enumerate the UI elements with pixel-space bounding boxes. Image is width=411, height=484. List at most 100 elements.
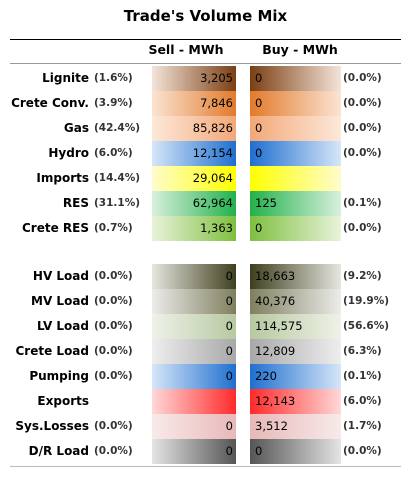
sell-percent: (42.4%) [94,122,141,134]
buy-value-cell: 12,143 [250,389,341,414]
row-label: Lignite [42,71,89,85]
buy-value-cell: 220 [250,364,341,389]
sell-percent: (3.9%) [94,97,133,109]
sell-percent: (31.1%) [94,197,141,209]
buy-percent: (6.0%) [343,395,382,407]
buy-percent: (0.0%) [343,445,382,457]
table-row: Hydro (6.0%) 12,154 0 (0.0%) [0,141,411,166]
sell-value-cell: 0 [152,339,236,364]
buy-value-cell: 0 [250,91,341,116]
sell-value-cell: 0 [152,314,236,339]
buy-value-cell: 3,512 [250,414,341,439]
buy-value-cell: 18,663 [250,264,341,289]
sell-value-cell: 0 [152,289,236,314]
cell-divider [249,314,250,339]
table-row: Imports (14.4%) 29,064 [0,166,411,191]
table-row: RES (31.1%) 62,964 125 (0.1%) [0,191,411,216]
row-label: Sys.Losses [15,419,89,433]
cell-divider [249,91,250,116]
buy-percent: (19.9%) [343,295,390,307]
row-label: Imports [36,171,89,185]
cell-divider [249,389,250,414]
table-row: Crete Load (0.0%) 0 12,809 (6.3%) [0,339,411,364]
table-row: Lignite (1.6%) 3,205 0 (0.0%) [0,66,411,91]
sell-value-cell: 1,363 [152,216,236,241]
cell-divider [249,66,250,91]
sell-percent: (0.0%) [94,320,133,332]
buy-percent: (0.1%) [343,370,382,382]
sell-percent: (0.0%) [94,270,133,282]
buy-value-cell: 0 [250,439,341,464]
sell-value-cell: 12,154 [152,141,236,166]
row-label: Hydro [48,146,89,160]
sell-value-cell: 29,064 [152,166,236,191]
sell-percent: (0.0%) [94,370,133,382]
buy-percent: (0.0%) [343,97,382,109]
buy-percent: (56.6%) [343,320,390,332]
buy-value-cell: 0 [250,141,341,166]
sell-value-cell: 3,205 [152,66,236,91]
sell-percent: (14.4%) [94,172,141,184]
sell-value-cell: 62,964 [152,191,236,216]
sell-value-cell: 0 [152,439,236,464]
row-label: Crete Conv. [11,96,89,110]
table-row: Gas (42.4%) 85,826 0 (0.0%) [0,116,411,141]
buy-percent: (6.3%) [343,345,382,357]
cell-divider [249,414,250,439]
cell-divider [249,289,250,314]
row-label: Crete Load [15,344,90,358]
sell-percent: (0.7%) [94,222,133,234]
buy-column-header: Buy - MWh [262,42,338,57]
buy-percent: (0.0%) [343,147,382,159]
row-label: Gas [63,121,89,135]
buy-value-cell: 0 [250,116,341,141]
chart-title: Trade's Volume Mix [123,7,288,25]
table-row: LV Load (0.0%) 0 114,575 (56.6%) [0,314,411,339]
row-label: Exports [37,394,89,408]
buy-percent: (0.0%) [343,122,382,134]
title-divider [10,39,401,40]
header-divider [10,63,401,64]
buy-value-cell: 114,575 [250,314,341,339]
row-label: Crete RES [22,221,89,235]
sell-percent: (0.0%) [94,345,133,357]
table-row: Exports 12,143 (6.0%) [0,389,411,414]
bottom-divider [10,466,401,467]
table-row: D/R Load (0.0%) 0 0 (0.0%) [0,439,411,464]
sell-value-cell: 85,826 [152,116,236,141]
buy-value-cell: 0 [250,66,341,91]
sell-percent: (6.0%) [94,147,133,159]
sell-percent: (0.0%) [94,420,133,432]
table-row: Crete RES (0.7%) 1,363 0 (0.0%) [0,216,411,241]
table-row: MV Load (0.0%) 0 40,376 (19.9%) [0,289,411,314]
sell-percent: (0.0%) [94,445,133,457]
sell-value-cell: 0 [152,364,236,389]
row-label: HV Load [32,269,89,283]
buy-value-cell [250,166,341,191]
row-label: MV Load [31,294,89,308]
buy-percent: (1.7%) [343,420,382,432]
cell-divider [249,364,250,389]
cell-divider [249,216,250,241]
cell-divider [249,339,250,364]
row-label: Pumping [29,369,89,383]
buy-percent: (0.0%) [343,72,382,84]
row-label: RES [62,196,89,210]
row-label: LV Load [36,319,89,333]
cell-divider [249,166,250,191]
sell-value-cell [152,389,236,414]
buy-value-cell: 0 [250,216,341,241]
buy-percent: (9.2%) [343,270,382,282]
cell-divider [249,191,250,216]
sell-value-cell: 7,846 [152,91,236,116]
table-row: Pumping (0.0%) 0 220 (0.1%) [0,364,411,389]
sell-percent: (0.0%) [94,295,133,307]
row-label: D/R Load [28,444,89,458]
sell-value-cell: 0 [152,414,236,439]
buy-value-cell: 125 [250,191,341,216]
cell-divider [249,264,250,289]
cell-divider [249,116,250,141]
sell-percent: (1.6%) [94,72,133,84]
cell-divider [249,141,250,166]
buy-value-cell: 40,376 [250,289,341,314]
